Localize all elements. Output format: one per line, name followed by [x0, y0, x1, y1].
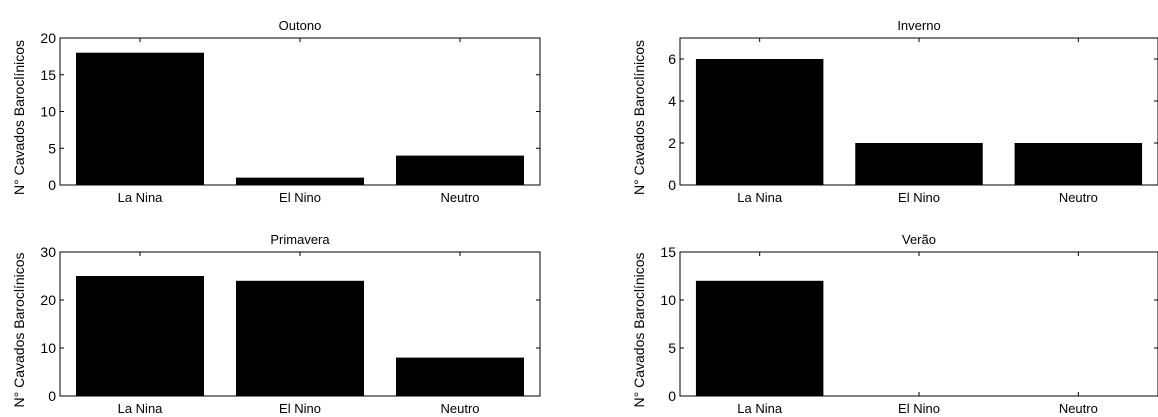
bar-la-nina [695, 59, 824, 185]
y-axis-label: N° Cavados Baroclínicos [631, 253, 647, 408]
y-tick-label: 15 [40, 67, 56, 83]
chart-panel-4: 0 5 10 15 La Nina El Nino Neutro Verão N° Cavado… [631, 232, 1158, 416]
chart-title: Verão [902, 232, 936, 247]
y-tick-label: 0 [668, 177, 676, 193]
y-tick-label: 10 [40, 340, 56, 356]
x-tick-label: El Nino [279, 401, 321, 416]
bar-neutro [396, 357, 524, 396]
x-tick-label: El Nino [279, 190, 321, 205]
x-tick-label: Neutro [440, 190, 479, 205]
y-tick-label: 6 [668, 51, 676, 67]
y-tick-label: 10 [660, 292, 676, 308]
x-tick-label: La Nina [118, 401, 164, 416]
x-tick-label: La Nina [737, 190, 783, 205]
chart-title: Primavera [270, 232, 330, 247]
x-tick-label: El Nino [898, 401, 940, 416]
x-tick-label: La Nina [118, 190, 164, 205]
x-tick-label: Neutro [440, 401, 479, 416]
chart-panel-3: 0 10 20 30 La Nina El Nino Neutro Primavera N° C… [11, 232, 541, 416]
chart-title: Inverno [897, 18, 940, 33]
y-tick-label: 5 [48, 140, 56, 156]
bar-la-nina [76, 52, 204, 186]
x-tick-label: La Nina [737, 401, 783, 416]
y-axis-label: N° Cavados Baroclínicos [11, 40, 27, 195]
bar-la-nina [76, 276, 204, 396]
bar-el-nino [236, 280, 364, 396]
y-tick-label: 20 [40, 30, 56, 46]
y-tick-label: 4 [668, 93, 676, 109]
y-axis-label: N° Cavados Baroclínicos [631, 40, 647, 195]
chart-panel-1: 0 5 10 15 20 La Nina El Nino Neutro Outono N° Cav… [11, 18, 541, 205]
y-tick-label: 0 [668, 388, 676, 404]
x-tick-label: El Nino [898, 190, 940, 205]
y-axis-label: N° Cavados Baroclínicos [11, 253, 27, 408]
y-tick-label: 5 [668, 340, 676, 356]
x-tick-label: Neutro [1059, 401, 1098, 416]
chart-panel-2: 0 2 4 6 La Nina El Nino Neutro Inverno N° Cavado… [631, 18, 1158, 205]
bar-neutro [1014, 143, 1143, 185]
y-tick-label: 0 [48, 388, 56, 404]
y-tick-label: 0 [48, 177, 56, 193]
y-tick-label: 2 [668, 135, 676, 151]
y-tick-label: 30 [40, 244, 56, 260]
chart-title: Outono [279, 18, 322, 33]
y-tick-label: 15 [660, 244, 676, 260]
x-tick-label: Neutro [1059, 190, 1098, 205]
bar-neutro [396, 155, 524, 185]
bar-el-nino [855, 143, 983, 185]
y-tick-label: 10 [40, 104, 56, 120]
bar-la-nina [695, 280, 824, 396]
y-tick-label: 20 [40, 292, 56, 308]
